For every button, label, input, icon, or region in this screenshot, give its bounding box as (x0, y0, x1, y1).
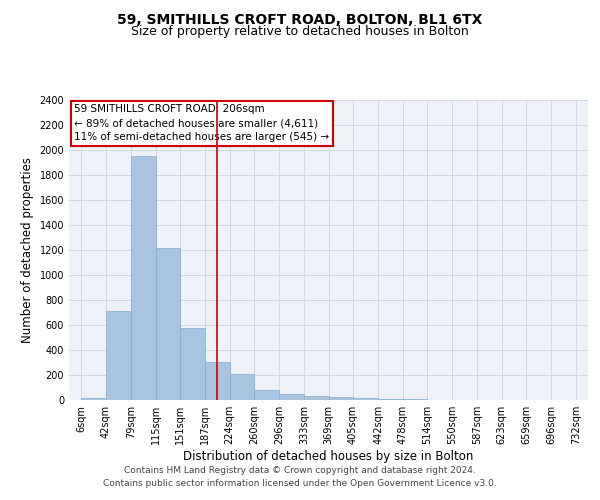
Bar (180, 328, 205, 400)
Bar (279, 394, 304, 400)
X-axis label: Distribution of detached houses by size in Bolton: Distribution of detached houses by size … (184, 450, 473, 463)
Bar (254, 390, 279, 400)
Bar (304, 396, 329, 400)
Bar (329, 396, 353, 400)
Text: Size of property relative to detached houses in Bolton: Size of property relative to detached ho… (131, 25, 469, 38)
Y-axis label: Number of detached properties: Number of detached properties (21, 157, 34, 343)
Bar (106, 311, 131, 400)
Bar (230, 374, 254, 400)
Bar (81, 398, 106, 400)
Bar (378, 399, 403, 400)
Bar (205, 362, 230, 400)
Text: Contains HM Land Registry data © Crown copyright and database right 2024.
Contai: Contains HM Land Registry data © Crown c… (103, 466, 497, 487)
Text: 59 SMITHILLS CROFT ROAD: 206sqm
← 89% of detached houses are smaller (4,611)
11%: 59 SMITHILLS CROFT ROAD: 206sqm ← 89% of… (74, 104, 329, 142)
Bar (155, 248, 180, 400)
Bar (131, 156, 155, 400)
Text: 59, SMITHILLS CROFT ROAD, BOLTON, BL1 6TX: 59, SMITHILLS CROFT ROAD, BOLTON, BL1 6T… (118, 12, 482, 26)
Bar (353, 398, 378, 400)
